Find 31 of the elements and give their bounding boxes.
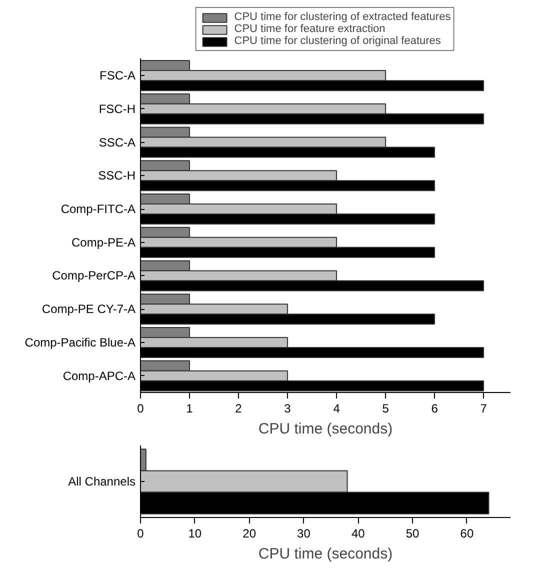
y-tick-label: SSC-H: [98, 168, 136, 183]
y-tick-label: All Channels: [68, 474, 136, 488]
y-tick-label: Comp-PE-A: [71, 235, 136, 250]
y-tick-label: Comp-PE CY-7-A: [42, 302, 136, 316]
x-axis-title: CPU time (seconds): [258, 546, 393, 562]
x-tick-label: 4: [333, 402, 340, 416]
x-tick-label: 0: [137, 402, 144, 416]
y-tick-label: Comp-Pacific Blue-A: [24, 335, 136, 350]
y-tick-label: FSC-A: [100, 68, 136, 83]
y-tick-label: Comp-APC-A: [62, 368, 136, 383]
y-tick-label: Comp-PerCP-A: [52, 268, 136, 283]
x-tick-label: 50: [406, 526, 420, 540]
y-tick-label: Comp-FITC-A: [60, 202, 136, 216]
y-tick-label: FSC-H: [98, 102, 136, 116]
x-tick-label: 5: [382, 402, 390, 416]
legend-label: CPU time for clustering of original features: [234, 35, 441, 47]
x-tick-label: 10: [188, 526, 202, 540]
y-tick-label: SSC-A: [98, 135, 136, 150]
x-tick-label: 0: [137, 526, 144, 540]
legend-label: CPU time for clustering of extracted features: [234, 11, 451, 23]
x-tick-label: 6: [431, 402, 438, 416]
x-tick-label: 7: [480, 402, 488, 416]
x-tick-label: 2: [235, 402, 242, 416]
x-tick-label: 20: [242, 526, 256, 540]
legend-label: CPU time for feature extraction: [234, 23, 386, 35]
x-tick-label: 3: [284, 402, 292, 416]
x-tick-label: 1: [186, 402, 194, 416]
x-tick-label: 30: [297, 526, 311, 540]
x-axis-title: CPU time (seconds): [258, 420, 393, 438]
x-tick-label: 60: [460, 526, 474, 540]
x-tick-label: 40: [351, 526, 366, 540]
